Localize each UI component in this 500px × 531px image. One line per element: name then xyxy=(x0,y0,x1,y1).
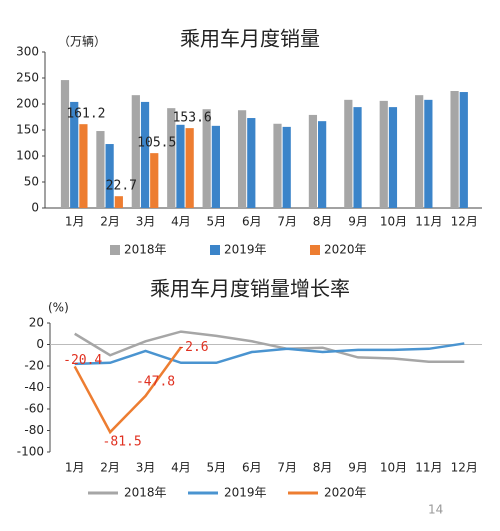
line xyxy=(74,342,465,366)
legend-swatch xyxy=(110,245,120,255)
y-tick-label: 50 xyxy=(24,175,39,189)
y-tick-label: -20 xyxy=(24,359,44,373)
value-label: -20.4 xyxy=(63,353,102,368)
bar xyxy=(424,99,433,208)
bar xyxy=(353,107,362,208)
chart-title: 乘用车月度销量增长率 xyxy=(150,277,350,301)
x-tick-label: 5月 xyxy=(207,215,227,229)
y-tick-label: -80 xyxy=(24,423,44,437)
x-tick-label: 2月 xyxy=(100,215,120,229)
x-tick-label: 10月 xyxy=(380,215,407,229)
x-tick-label: 4月 xyxy=(171,461,191,475)
bar xyxy=(105,144,114,208)
bar xyxy=(140,101,150,208)
y-tick-label: 300 xyxy=(16,45,39,59)
y-tick-label: 20 xyxy=(29,316,44,330)
y-tick-label: 0 xyxy=(36,337,44,351)
value-label: 22.7 xyxy=(106,179,137,194)
line xyxy=(73,346,182,435)
y-axis-label: (%) xyxy=(48,301,69,315)
x-tick-label: 1月 xyxy=(65,215,85,229)
x-tick-label: 12月 xyxy=(451,461,478,475)
x-tick-label: 6月 xyxy=(242,215,262,229)
x-tick-label: 9月 xyxy=(348,215,368,229)
bar xyxy=(79,124,88,208)
bar xyxy=(388,107,398,208)
value-label: 161.2 xyxy=(66,107,105,122)
y-tick-label: 150 xyxy=(16,123,39,137)
value-label: -2.6 xyxy=(177,340,208,355)
bar xyxy=(237,110,247,208)
x-tick-label: 11月 xyxy=(415,215,442,229)
line xyxy=(74,330,465,363)
bar xyxy=(60,80,70,208)
legend-label: 2019年 xyxy=(224,243,267,257)
bar xyxy=(167,108,176,208)
legend-label: 2018年 xyxy=(124,243,167,257)
x-tick-label: 12月 xyxy=(451,215,478,229)
y-axis-label: （万辆） xyxy=(58,35,106,49)
bar xyxy=(70,101,79,208)
legend-swatch xyxy=(210,245,220,255)
y-tick-label: -100 xyxy=(17,445,44,459)
chart-title: 乘用车月度销量 xyxy=(180,27,320,51)
x-tick-label: 5月 xyxy=(207,461,227,475)
bar xyxy=(318,121,327,208)
x-tick-label: 1月 xyxy=(65,461,85,475)
x-tick-label: 3月 xyxy=(136,215,156,229)
bar xyxy=(176,124,185,208)
page-number: 14 xyxy=(428,503,443,517)
x-tick-label: 3月 xyxy=(136,461,156,475)
x-tick-label: 9月 xyxy=(348,461,368,475)
bar xyxy=(344,99,353,208)
legend-label: 2019年 xyxy=(224,486,267,500)
bar xyxy=(308,114,318,208)
y-tick-label: 0 xyxy=(31,201,39,215)
bar xyxy=(96,131,105,208)
x-tick-label: 6月 xyxy=(242,461,262,475)
y-tick-label: 250 xyxy=(16,71,39,85)
value-label: 153.6 xyxy=(173,111,212,126)
y-tick-label: 100 xyxy=(16,149,39,163)
y-tick-label: -60 xyxy=(24,402,44,416)
bar xyxy=(247,118,256,208)
legend-label: 2020年 xyxy=(324,243,367,257)
x-tick-label: 11月 xyxy=(415,461,442,475)
legend-label: 2020年 xyxy=(324,486,367,500)
y-tick-label: 200 xyxy=(16,97,39,111)
bar xyxy=(273,123,282,208)
x-tick-label: 4月 xyxy=(171,215,191,229)
y-tick-label: -40 xyxy=(24,380,44,394)
value-label: 105.5 xyxy=(137,136,176,151)
bar xyxy=(211,125,220,208)
bar xyxy=(131,95,140,208)
legend-swatch xyxy=(310,245,320,255)
bar xyxy=(114,196,123,208)
x-tick-label: 7月 xyxy=(277,215,297,229)
bar xyxy=(379,100,388,208)
bar xyxy=(459,92,468,208)
bar xyxy=(415,95,424,208)
x-tick-label: 2月 xyxy=(100,461,120,475)
bar xyxy=(202,109,211,208)
bar xyxy=(282,126,291,208)
legend-label: 2018年 xyxy=(124,486,167,500)
value-label: -81.5 xyxy=(103,435,142,450)
bar xyxy=(150,153,159,208)
value-label: -47.8 xyxy=(136,374,175,389)
x-tick-label: 8月 xyxy=(313,215,333,229)
x-tick-label: 8月 xyxy=(313,461,333,475)
x-tick-label: 10月 xyxy=(380,461,407,475)
x-tick-label: 7月 xyxy=(277,461,297,475)
bar xyxy=(185,128,194,208)
bar xyxy=(450,91,459,208)
